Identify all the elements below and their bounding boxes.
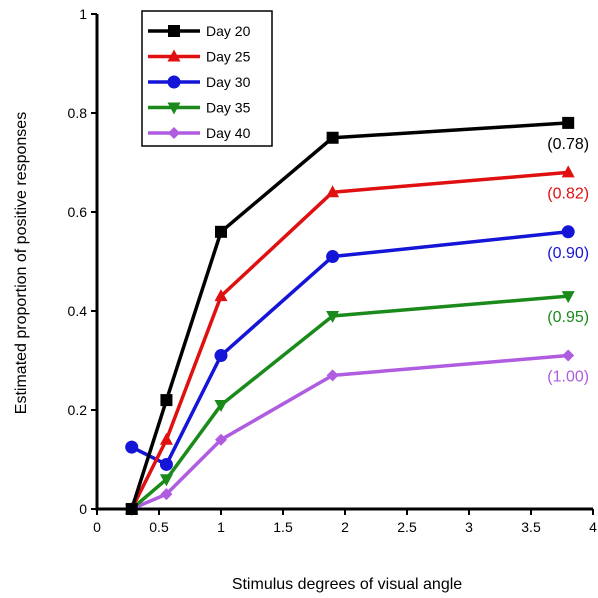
series-line xyxy=(130,230,569,467)
legend: Day 20 Day 25 Day 30 Day 35 Day 40 xyxy=(141,10,273,147)
legend-label: Day 40 xyxy=(206,125,251,141)
x-tick-label: 3.5 xyxy=(521,519,541,535)
data-point xyxy=(326,185,340,198)
data-point xyxy=(159,432,173,445)
x-tick-label: 0.5 xyxy=(149,519,169,535)
y-axis-title: Estimated proportion of positive respons… xyxy=(13,112,30,414)
x-tick-label: 1.5 xyxy=(273,519,293,535)
legend-marker xyxy=(167,75,181,89)
data-point xyxy=(214,289,228,302)
series-day-25 xyxy=(125,165,575,514)
data-point xyxy=(562,349,575,362)
x-tick-label: 1 xyxy=(217,519,225,535)
end-value-label: (0.82) xyxy=(547,185,589,202)
series-day-30 xyxy=(125,225,575,471)
legend-label: Day 25 xyxy=(206,49,251,65)
legend-label: Day 20 xyxy=(206,23,251,39)
y-tick-label: 0.8 xyxy=(68,105,88,121)
x-tick-label: 3 xyxy=(465,519,473,535)
y-tick-label: 0.4 xyxy=(68,303,88,319)
axes: 0 0.5 1 1.5 2 2.5 3 3.5 4 0 0.2 0.4 0.6 0.8 1 xyxy=(68,6,598,535)
data-point xyxy=(326,250,340,264)
data-point xyxy=(214,349,228,363)
data-point xyxy=(561,165,575,178)
y-tick-label: 1 xyxy=(79,6,87,22)
data-point xyxy=(125,440,139,454)
x-tick-label: 0 xyxy=(93,519,101,535)
data-point xyxy=(561,291,575,304)
legend-label: Day 30 xyxy=(206,74,251,90)
x-tick-label: 2 xyxy=(341,519,349,535)
y-tick-label: 0 xyxy=(79,501,87,517)
legend-marker xyxy=(168,25,180,37)
x-tick-label: 4 xyxy=(589,519,597,535)
x-axis-title: Stimulus degrees of visual angle xyxy=(232,576,462,593)
series-day-35 xyxy=(125,291,575,516)
x-tick-label: 2.5 xyxy=(397,519,417,535)
data-point xyxy=(561,225,575,239)
legend-box xyxy=(141,10,273,147)
series-line xyxy=(131,353,569,511)
data-point xyxy=(214,400,228,413)
end-value-label: (1.00) xyxy=(547,369,589,386)
data-point xyxy=(159,474,173,487)
series-day-40 xyxy=(125,349,575,515)
legend-marker xyxy=(167,49,181,62)
y-tick-label: 0.6 xyxy=(68,204,88,220)
y-tick-label: 0.2 xyxy=(68,402,88,418)
data-point xyxy=(215,433,227,446)
legend-marker xyxy=(167,102,181,115)
end-value-label: (0.90) xyxy=(547,245,589,262)
legend-label: Day 35 xyxy=(206,100,251,116)
data-point xyxy=(160,394,173,407)
series-day-20 xyxy=(125,116,575,515)
data-point xyxy=(159,457,173,471)
data-point xyxy=(215,225,227,238)
data-point xyxy=(125,503,138,515)
series-layer xyxy=(125,116,575,516)
legend-marker xyxy=(168,127,180,139)
series-line xyxy=(130,170,569,510)
data-point xyxy=(326,310,340,323)
data-point xyxy=(326,131,339,144)
data-point xyxy=(326,369,339,382)
end-value-label: (0.95) xyxy=(547,309,589,326)
data-point xyxy=(562,116,575,129)
data-point xyxy=(160,488,173,501)
end-labels: (0.78) (0.82) (0.90) (0.95) (1.00) xyxy=(547,136,589,386)
end-value-label: (0.78) xyxy=(547,136,589,153)
